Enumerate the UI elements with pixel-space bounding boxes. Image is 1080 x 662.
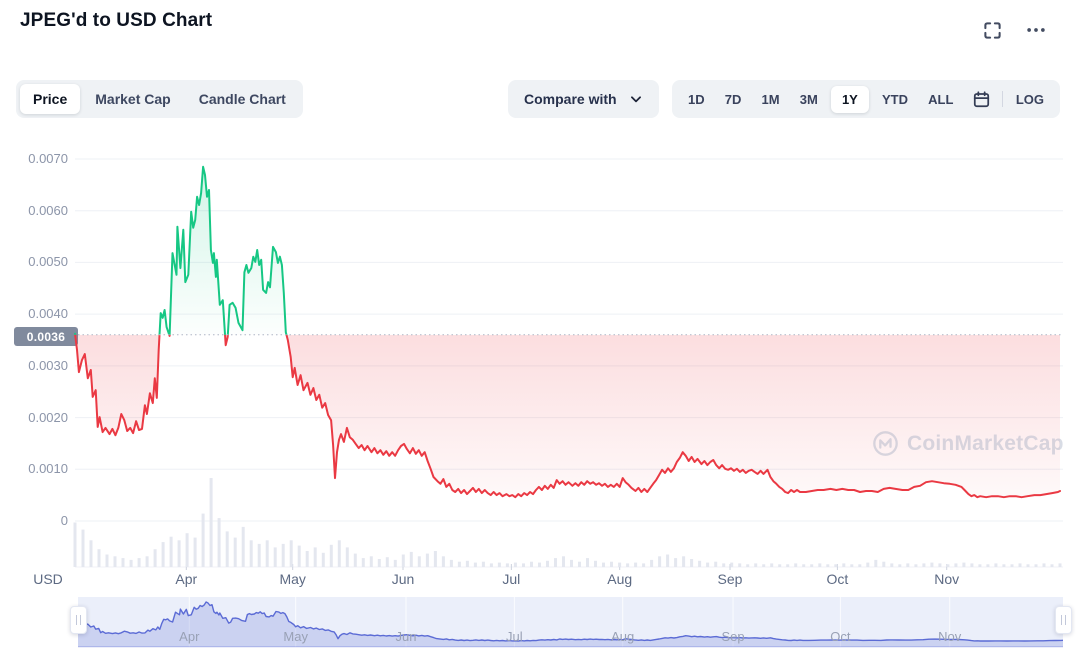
chevron-down-icon	[630, 96, 641, 103]
calendar-icon	[973, 90, 989, 107]
range-1y[interactable]: 1Y	[830, 85, 869, 113]
page-title: JPEG'd to USD Chart	[20, 10, 213, 31]
price-line-down-segment	[74, 334, 1061, 499]
navigator-month-label: Jun	[395, 629, 417, 644]
x-axis-month-label: Jul	[502, 571, 521, 587]
grip-icon	[75, 615, 78, 625]
y-axis-label: 0.0060	[28, 202, 68, 218]
x-axis-month-label: Oct	[826, 571, 849, 587]
y-axis-label: 0.0030	[28, 357, 68, 373]
log-scale-button[interactable]: LOG	[1009, 86, 1051, 113]
x-axis-month-label: Sep	[717, 571, 743, 587]
time-range-selector: 1D 7D 1M 3M 1Y YTD ALL LOG	[672, 80, 1060, 118]
fullscreen-icon	[983, 21, 1001, 39]
price-area-above-open	[75, 166, 1060, 335]
navigator-month-label: Nov	[938, 629, 962, 644]
y-axis-label: 0.0040	[28, 306, 68, 322]
range-1m[interactable]: 1M	[755, 86, 787, 113]
y-axis-label: 0.0050	[28, 254, 68, 270]
ellipsis-icon	[1027, 28, 1045, 32]
navigator-area	[78, 602, 1063, 647]
grip-icon	[79, 615, 82, 625]
navigator-right-handle[interactable]	[1055, 606, 1072, 634]
navigator-month-label: Sep	[721, 629, 745, 644]
tab-market-cap[interactable]: Market Cap	[82, 84, 183, 114]
x-axis-month-label: May	[279, 571, 306, 587]
range-all[interactable]: ALL	[921, 86, 960, 113]
range-ytd[interactable]: YTD	[875, 86, 915, 113]
y-axis-label: 0.0020	[28, 409, 68, 425]
y-axis-label: 0.0070	[28, 151, 68, 166]
navigator-month-label: Jul	[506, 629, 523, 644]
custom-date-range-button[interactable]	[967, 86, 996, 113]
volume-bars	[73, 478, 1062, 568]
price-line-up-segment	[74, 165, 288, 335]
navigator-gridlines	[188, 597, 951, 647]
price-chart[interactable]	[0, 140, 1080, 572]
range-7d[interactable]: 7D	[718, 86, 749, 113]
toolbar-divider	[1001, 91, 1003, 107]
grip-icon	[1064, 615, 1067, 625]
range-1d[interactable]: 1D	[681, 86, 712, 113]
x-axis-month-label: Aug	[607, 571, 633, 587]
navigator-month-label: Aug	[611, 629, 635, 644]
compare-with-label: Compare with	[524, 91, 617, 107]
x-axis-month-label: Apr	[175, 571, 198, 587]
navigator-month-label: May	[283, 629, 308, 644]
navigator-left-handle[interactable]	[70, 606, 87, 634]
tab-candle-chart[interactable]: Candle Chart	[186, 84, 299, 114]
grip-icon	[1060, 615, 1063, 625]
price-area-below-open	[75, 334, 1060, 498]
quote-currency-label: USD	[33, 571, 63, 587]
y-axis-label: 0	[60, 513, 68, 528]
navigator-month-label: Apr	[179, 629, 200, 644]
navigator-line	[77, 601, 1064, 642]
range-navigator[interactable]	[0, 596, 1080, 650]
range-3m[interactable]: 3M	[793, 86, 825, 113]
fullscreen-button[interactable]	[979, 17, 1005, 43]
x-axis-month-label: Nov	[934, 571, 960, 587]
x-axis-month-label: Jun	[391, 571, 415, 587]
y-axis-label: 0.0010	[28, 461, 68, 477]
navigator-month-label: Oct	[830, 629, 851, 644]
current-price-badge: 0.0036	[14, 327, 78, 346]
compare-with-dropdown[interactable]: Compare with	[508, 80, 659, 118]
more-options-button[interactable]	[1023, 17, 1049, 43]
chart-type-tabs: Price Market Cap Candle Chart	[16, 80, 303, 118]
tab-price[interactable]: Price	[20, 84, 81, 114]
